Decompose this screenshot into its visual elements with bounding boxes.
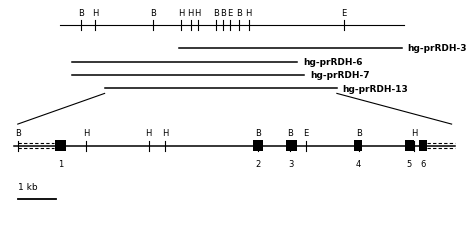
Text: B: B <box>79 9 84 18</box>
Bar <box>405 140 413 152</box>
Bar <box>354 140 363 152</box>
Text: H: H <box>92 9 99 18</box>
Text: B: B <box>15 129 21 138</box>
Text: 1 kb: 1 kb <box>18 182 37 191</box>
Text: hg-prRDH-7: hg-prRDH-7 <box>310 71 370 80</box>
Text: B: B <box>288 129 293 138</box>
Text: B: B <box>213 9 219 18</box>
Text: H: H <box>178 9 184 18</box>
Text: H: H <box>411 129 418 138</box>
Text: B: B <box>220 9 226 18</box>
Text: 5: 5 <box>407 160 412 169</box>
Text: E: E <box>341 9 346 18</box>
Text: H: H <box>146 129 152 138</box>
Text: H: H <box>187 9 194 18</box>
Text: 3: 3 <box>289 160 294 169</box>
Text: hg-prRDH-3: hg-prRDH-3 <box>408 44 467 53</box>
Text: hg-prRDH-6: hg-prRDH-6 <box>303 58 363 67</box>
Text: H: H <box>194 9 201 18</box>
Text: B: B <box>255 129 261 138</box>
Text: E: E <box>228 9 233 18</box>
Bar <box>419 140 428 152</box>
Text: hg-prRDH-13: hg-prRDH-13 <box>342 84 408 93</box>
Text: H: H <box>246 9 252 18</box>
Text: E: E <box>303 129 309 138</box>
Text: B: B <box>356 129 362 138</box>
Text: H: H <box>162 129 168 138</box>
Text: 2: 2 <box>255 160 261 169</box>
Text: B: B <box>237 9 242 18</box>
Bar <box>55 140 66 152</box>
Text: 6: 6 <box>420 160 426 169</box>
Text: 4: 4 <box>356 160 361 169</box>
Text: 1: 1 <box>58 160 63 169</box>
Bar <box>253 140 263 152</box>
Text: B: B <box>150 9 156 18</box>
Text: H: H <box>83 129 89 138</box>
Bar <box>286 140 297 152</box>
